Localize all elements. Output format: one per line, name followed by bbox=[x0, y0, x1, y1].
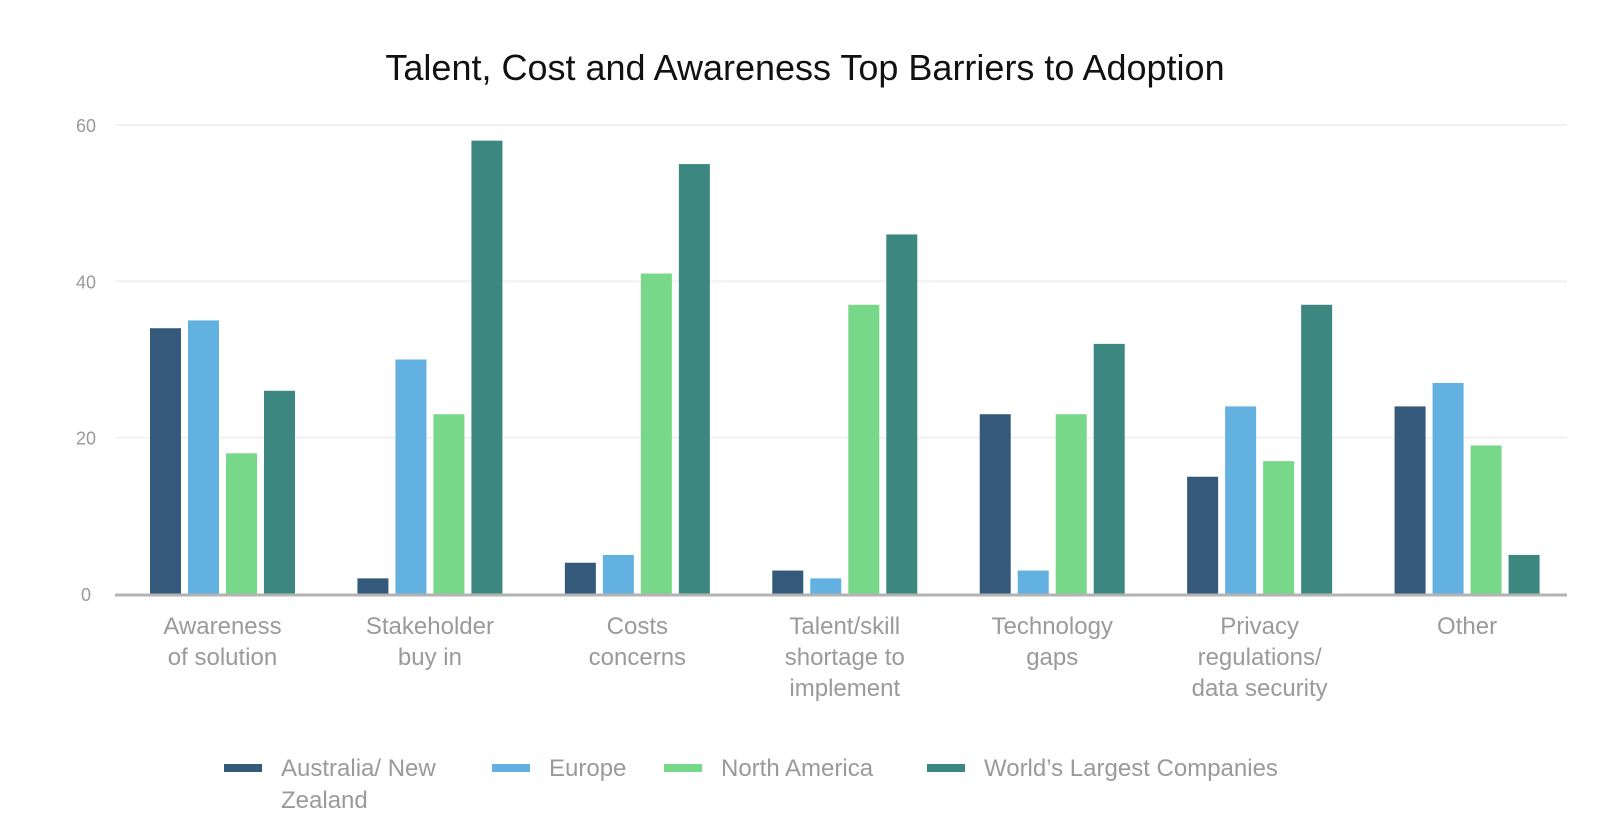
bar bbox=[433, 414, 465, 594]
legend-label: Europe bbox=[549, 755, 626, 782]
bar bbox=[357, 578, 389, 594]
legend-item[interactable]: North America bbox=[664, 755, 874, 782]
legend-label-line: Europe bbox=[549, 755, 626, 782]
x-tick-label-line: implement bbox=[789, 675, 900, 702]
gridlines bbox=[115, 124, 1567, 439]
y-tick-label: 60 bbox=[76, 116, 96, 136]
bar bbox=[1263, 461, 1295, 594]
y-tick-label: 0 bbox=[81, 585, 91, 605]
legend-label-line: Australia/ New bbox=[281, 755, 436, 782]
bar bbox=[678, 164, 710, 595]
bar bbox=[979, 414, 1011, 594]
bar bbox=[188, 320, 219, 594]
legend-label-line: North America bbox=[721, 755, 874, 782]
bar bbox=[226, 453, 257, 594]
x-tick-label-line: Awareness bbox=[163, 613, 281, 640]
bar bbox=[810, 578, 842, 594]
x-tick-label: Privacy regulations/data security bbox=[1192, 613, 1328, 702]
bar bbox=[264, 390, 295, 594]
x-tick-label: Awareness of solution bbox=[163, 613, 281, 671]
chart-title: Talent, Cost and Awareness Top Barriers … bbox=[385, 47, 1224, 88]
legend-swatch bbox=[927, 764, 965, 772]
legend-item[interactable]: World’s Largest Companies bbox=[927, 755, 1278, 782]
x-tick-label-line: gaps bbox=[1026, 644, 1078, 671]
bar bbox=[1394, 406, 1426, 594]
x-tick-label-line: regulations/ bbox=[1198, 644, 1322, 671]
legend-label-line: World’s Largest Companies bbox=[984, 755, 1278, 782]
x-tick-label-line: Privacy bbox=[1220, 613, 1299, 640]
bar bbox=[1093, 343, 1125, 594]
x-axis-labels: Awareness of solution Stakeholder buy in Cos… bbox=[163, 613, 1497, 702]
legend-label-line: Zealand bbox=[281, 787, 368, 814]
bar bbox=[1301, 304, 1333, 594]
bar bbox=[1225, 406, 1257, 594]
x-tick-label: Costs concerns bbox=[589, 613, 686, 671]
y-axis-ticks: 0 20 40 60 bbox=[76, 116, 96, 605]
legend-swatch bbox=[492, 764, 530, 772]
x-tick-label: Talent/skill shortage to implement bbox=[785, 613, 905, 702]
x-tick-label-line: Technology bbox=[992, 613, 1113, 640]
x-tick-label-line: shortage to bbox=[785, 644, 905, 671]
bar bbox=[395, 359, 427, 594]
y-tick-label: 20 bbox=[76, 429, 96, 449]
legend-label: Australia/ New Zealand bbox=[281, 755, 436, 814]
bar bbox=[1055, 414, 1087, 594]
x-tick-label: Technology gaps bbox=[992, 613, 1113, 671]
bar bbox=[1470, 445, 1502, 594]
legend-swatch bbox=[224, 764, 262, 772]
bar bbox=[1508, 554, 1540, 594]
x-tick-label-line: of solution bbox=[168, 644, 277, 671]
x-tick-label-line: Other bbox=[1437, 613, 1497, 640]
x-tick-label-line: data security bbox=[1192, 675, 1328, 702]
bar bbox=[564, 562, 596, 594]
x-tick-label: Other bbox=[1437, 613, 1497, 640]
legend-swatch bbox=[664, 764, 702, 772]
x-tick-label-line: Costs bbox=[607, 613, 668, 640]
bar bbox=[1017, 570, 1049, 594]
bar bbox=[886, 234, 918, 594]
x-tick-label: Stakeholder buy in bbox=[366, 613, 494, 671]
bar bbox=[1432, 382, 1464, 594]
legend-item[interactable]: Europe bbox=[492, 755, 626, 782]
legend-label: North America bbox=[721, 755, 874, 782]
bars bbox=[150, 140, 1540, 595]
bar bbox=[602, 554, 634, 594]
bar bbox=[1187, 476, 1219, 594]
y-tick-label: 40 bbox=[76, 272, 96, 292]
bar bbox=[772, 570, 804, 594]
x-tick-label-line: Talent/skill bbox=[789, 613, 900, 640]
bar bbox=[471, 140, 503, 594]
x-tick-label-line: buy in bbox=[398, 644, 462, 671]
legend: Australia/ New Zealand Europe North America… bbox=[224, 755, 1278, 814]
legend-label: World’s Largest Companies bbox=[984, 755, 1278, 782]
x-tick-label-line: concerns bbox=[589, 644, 686, 671]
bar bbox=[150, 328, 181, 594]
x-tick-label-line: Stakeholder bbox=[366, 613, 494, 640]
bar bbox=[640, 273, 672, 594]
legend-item[interactable]: Australia/ New Zealand bbox=[224, 755, 436, 814]
bar bbox=[848, 304, 880, 594]
